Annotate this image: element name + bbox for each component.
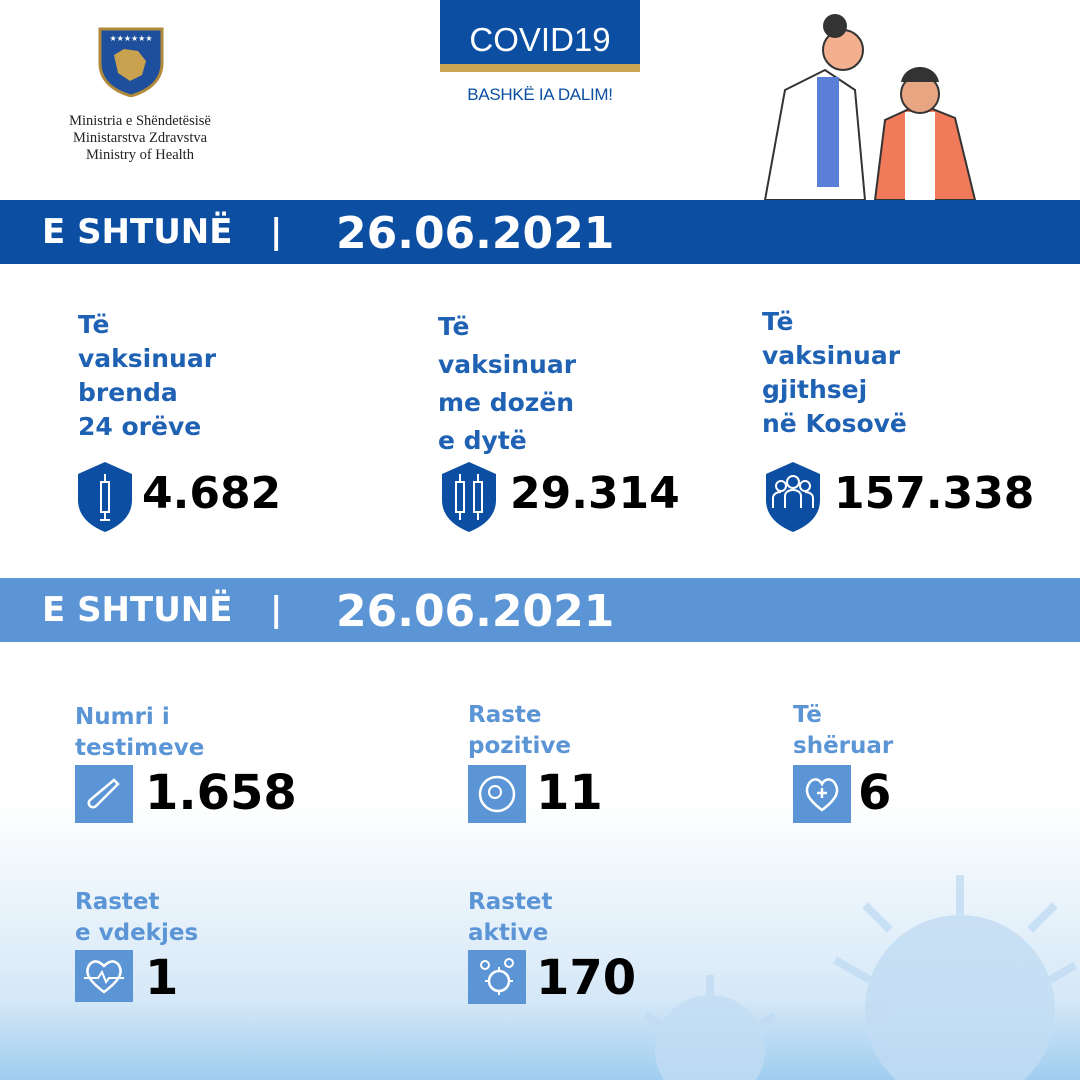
label-line: Të [793, 702, 822, 728]
stat-value-active: 170 [536, 950, 637, 1006]
label-line: e vdekjes [75, 920, 199, 946]
cases-date-banner: E SHTUNË | 26.06.2021 [0, 578, 1080, 642]
date: 26.06.2021 [336, 208, 615, 259]
label-line: e dytë [438, 426, 527, 455]
stat-label-vaccinated-24h: Të vaksinuar brenda 24 orëve [78, 308, 216, 444]
label-line: Rastet [75, 889, 160, 915]
stat-value-total-vaccinated: 157.338 [834, 468, 1035, 519]
label-line: Të [438, 312, 470, 341]
kosovo-coat-of-arms-logo: ★★★★★★ [98, 27, 164, 97]
two-syringes-shield-icon [442, 462, 496, 532]
date: 26.06.2021 [336, 586, 615, 637]
label-line: në Kosovë [762, 409, 907, 438]
virus-petri-icon [468, 765, 526, 823]
campaign-title: COVID19 [440, 0, 640, 72]
label-line: brenda [78, 378, 178, 407]
svg-text:★★★★★★: ★★★★★★ [109, 34, 152, 43]
stat-label-active: Rastet aktive [468, 887, 553, 949]
label-line: Të [78, 310, 110, 339]
label-line: aktive [468, 920, 549, 946]
label-line: Të [762, 307, 794, 336]
stat-label-positive: Raste pozitive [468, 700, 571, 762]
people-shield-icon [766, 462, 820, 532]
vaccination-illustration [763, 14, 977, 200]
heart-plus-icon [793, 765, 851, 823]
stat-value-tests: 1.658 [145, 765, 297, 821]
stat-value-deaths: 1 [145, 950, 179, 1006]
stat-value-positive: 11 [536, 765, 603, 821]
label-line: gjithsej [762, 375, 868, 404]
ministry-name: Ministria e Shëndetësisë Ministarstva Zd… [40, 113, 240, 164]
stat-label-deaths: Rastet e vdekjes [75, 887, 198, 949]
stat-label-second-dose: Të vaksinuar me dozën e dytë [438, 308, 576, 460]
stat-label-total-vaccinated: Të vaksinuar gjithsej në Kosovë [762, 305, 907, 441]
label-line: pozitive [468, 733, 572, 759]
label-line: me dozën [438, 388, 575, 417]
stat-label-recovered: Të shëruar [793, 700, 893, 762]
syringe-shield-icon [78, 462, 132, 532]
ministry-name-sq: Ministria e Shëndetësisë [69, 113, 211, 129]
label-line: Raste [468, 702, 542, 728]
stat-value-second-dose: 29.314 [510, 468, 680, 519]
label-line: vaksinuar [78, 344, 217, 373]
test-tube-icon [75, 765, 133, 823]
stat-value-vaccinated-24h: 4.682 [142, 468, 282, 519]
virus-icon [468, 950, 526, 1004]
label-line: Rastet [468, 889, 553, 915]
label-line: vaksinuar [762, 341, 901, 370]
label-line: vaksinuar [438, 350, 577, 379]
campaign-motto: BASHKË IA DALIM! [467, 85, 613, 104]
stat-value-recovered: 6 [858, 765, 892, 821]
ministry-name-en: Ministry of Health [86, 147, 194, 163]
label-line: Numri i [75, 704, 170, 730]
label-line: shëruar [793, 733, 894, 759]
weekday: E SHTUNË [42, 590, 233, 630]
stat-label-tests: Numri i testimeve [75, 702, 204, 764]
ministry-name-sr: Ministarstva Zdravstva [72, 130, 208, 146]
label-line: testimeve [75, 735, 205, 761]
separator: | [270, 590, 283, 630]
label-line: 24 orëve [78, 412, 202, 441]
weekday: E SHTUNË [42, 212, 233, 252]
separator: | [270, 212, 283, 252]
heartbeat-icon [75, 950, 133, 1002]
virus-decoration-icon [642, 875, 1078, 1080]
vaccination-date-banner: E SHTUNË | 26.06.2021 [0, 200, 1080, 264]
